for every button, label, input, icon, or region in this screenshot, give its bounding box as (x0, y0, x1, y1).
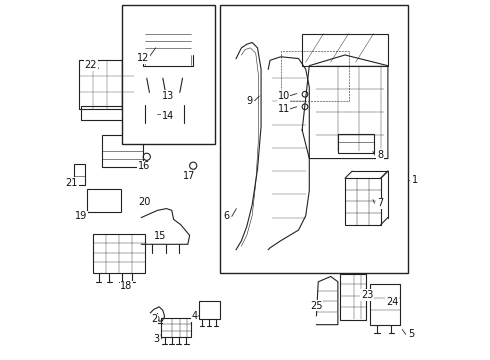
Text: 2: 2 (151, 314, 157, 324)
Text: 14: 14 (162, 111, 174, 121)
Text: 21: 21 (66, 178, 78, 188)
Text: 7: 7 (377, 198, 383, 208)
Text: 18: 18 (120, 282, 132, 292)
Text: 20: 20 (138, 197, 150, 207)
Text: 24: 24 (386, 297, 398, 307)
Bar (87, 189, 121, 212)
Text: 10: 10 (277, 91, 290, 101)
Bar (93, 234, 145, 273)
Text: 4: 4 (191, 311, 197, 321)
Text: 19: 19 (75, 211, 88, 221)
Bar (370, 284, 400, 325)
Text: 6: 6 (223, 211, 229, 221)
Text: 9: 9 (246, 96, 252, 106)
Bar (122, 5, 215, 144)
Bar (143, 26, 193, 55)
Bar (74, 164, 85, 185)
Text: 22: 22 (84, 60, 97, 70)
Text: 23: 23 (361, 290, 373, 300)
Text: 8: 8 (377, 150, 383, 160)
Bar (161, 318, 192, 337)
Bar (302, 33, 388, 66)
Text: 11: 11 (277, 104, 290, 114)
Text: 5: 5 (408, 329, 414, 339)
Bar (340, 274, 367, 320)
Bar (345, 178, 381, 225)
Text: 15: 15 (154, 231, 166, 242)
Bar (102, 135, 143, 167)
Text: 1: 1 (412, 175, 418, 185)
Text: 3: 3 (153, 334, 159, 344)
Bar (281, 51, 348, 102)
Text: 25: 25 (310, 301, 323, 311)
Bar (220, 5, 408, 273)
Bar (81, 106, 132, 120)
Bar (338, 134, 373, 153)
Bar (79, 60, 134, 109)
Text: 16: 16 (138, 161, 150, 171)
Bar (198, 301, 220, 319)
Text: 12: 12 (137, 53, 149, 63)
Text: 17: 17 (183, 171, 196, 181)
Text: 13: 13 (162, 91, 174, 101)
